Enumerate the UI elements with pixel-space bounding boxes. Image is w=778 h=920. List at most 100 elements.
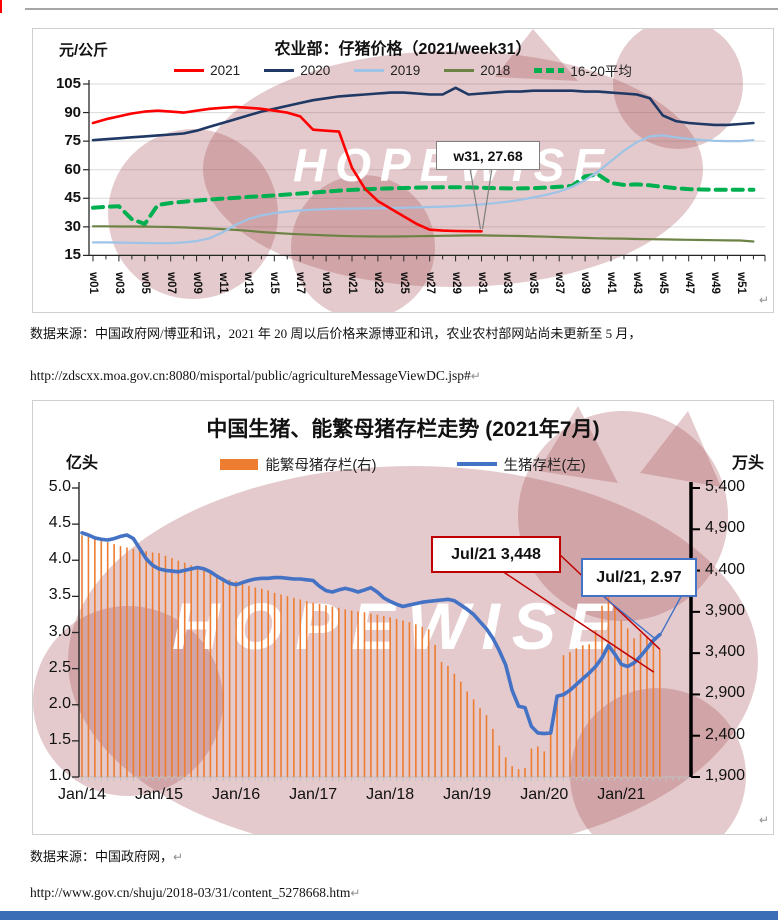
x-tick-label: w07 (164, 272, 177, 294)
window-bottom-bar (0, 911, 778, 920)
source1-url[interactable]: http://zdscxx.moa.gov.cn:8080/misportal/… (30, 368, 471, 383)
x-tick-label: w39 (579, 272, 592, 294)
x-tick-label: Jan/14 (57, 786, 107, 803)
text-cursor-mark (0, 0, 2, 13)
source1-caption: 数据来源：中国政府网/博亚和讯，2021 年 20 周以后价格来源博亚和讯，农业… (30, 326, 642, 341)
left-axis-label: 3.5 (48, 586, 71, 604)
y-tick-label: 105 (55, 75, 81, 92)
paragraph-mark: ↵ (173, 850, 184, 864)
left-axis-label: 4.0 (48, 550, 71, 568)
line-swatch (174, 68, 205, 72)
x-tick-label: w31 (475, 272, 488, 294)
x-tick-label: w45 (656, 272, 669, 294)
y-axis-unit-label: 元/公斤 (59, 42, 109, 59)
x-tick-label: w11 (216, 272, 229, 294)
bar-swatch (220, 458, 259, 470)
x-tick-label: w41 (605, 272, 617, 294)
legend-item-2018: 2018 (444, 63, 510, 78)
line-swatch (444, 68, 475, 72)
x-tick-label: Jan/17 (289, 786, 338, 803)
chart2-legend: 能繁母猪存栏(右) 生猪存栏(左) (33, 454, 773, 474)
x-tick-label: w15 (268, 272, 281, 294)
series-line-2018 (91, 225, 755, 243)
piglet-price-plot: HOPEWISE (83, 29, 766, 312)
x-tick-label: Jan/19 (443, 786, 492, 803)
x-tick-label: w01 (87, 272, 99, 294)
x-tick-label: Jan/16 (212, 786, 261, 803)
legend-label: 2019 (390, 62, 421, 78)
hog-inventory-line (80, 531, 662, 736)
x-tick-label: w23 (371, 272, 384, 294)
x-tick-label: w49 (708, 272, 721, 294)
source2-url-line: http://www.gov.cn/shuju/2018-03/31/conte… (30, 885, 360, 901)
left-axis-label: 4.5 (48, 514, 71, 532)
legend-label: 2018 (480, 62, 511, 78)
legend-item-2019: 2019 (354, 63, 420, 78)
x-tick-label: w43 (630, 272, 643, 294)
right-axis-label: 4,900 (705, 519, 746, 537)
right-axis-label: 4,400 (705, 560, 746, 578)
right-axis-label: 1,900 (705, 767, 746, 784)
right-axis-label: 5,400 (705, 478, 746, 495)
piglet-price-chart: HOPEWISE 元/公斤 农业部：仔猪价格（2021/week31） 2021… (32, 28, 774, 313)
right-axis-unit-label: 万头 (732, 455, 765, 472)
x-tick-label: Jan/15 (135, 786, 184, 803)
blue-annotation-leader (659, 592, 684, 637)
watermark-text: HOPEWISE (172, 589, 624, 663)
dashed-line-swatch (534, 67, 565, 73)
x-tick-label: w21 (346, 272, 358, 294)
left-axis-label: 1.5 (48, 730, 71, 748)
legend-item-能繁母猪存栏(右): 能繁母猪存栏(右) (220, 454, 377, 475)
right-axis-label: 3,400 (705, 643, 746, 661)
legend-item-2020: 2020 (264, 63, 330, 78)
series-line-2021 (91, 105, 483, 233)
legend-label: 2021 (210, 62, 241, 78)
line-swatch (354, 68, 385, 72)
line-swatch (456, 462, 497, 466)
x-tick-label: Jan/21 (597, 786, 646, 803)
x-tick-label: w51 (734, 272, 747, 294)
annotation-w31: w31, 27.68 (436, 141, 540, 170)
source1-url-line: http://zdscxx.moa.gov.cn:8080/misportal/… (30, 368, 481, 384)
source2-url[interactable]: http://www.gov.cn/shuju/2018-03/31/conte… (30, 885, 351, 900)
legend-item-2021: 2021 (174, 63, 240, 78)
red-annotation-leader (498, 568, 655, 673)
legend-item-生猪存栏(左): 生猪存栏(左) (456, 454, 586, 475)
right-axis-label: 3,900 (705, 601, 746, 619)
series-line-2019 (91, 134, 755, 245)
right-axis-label: 2,900 (705, 684, 746, 702)
x-tick-label: w27 (423, 272, 436, 294)
right-axis-label: 2,400 (705, 725, 746, 743)
left-axis-label: 3.0 (48, 622, 71, 640)
source1-text: 数据来源：中国政府网/博亚和讯，2021 年 20 周以后价格来源博亚和讯，农业… (30, 323, 641, 342)
paragraph-mark: ↵ (350, 886, 361, 900)
y-tick-label: 75 (64, 132, 81, 150)
line-swatch (264, 68, 295, 72)
legend-item-16-20平均: 16-20平均 (534, 60, 632, 80)
chart1-legend: 2021 2020 2019 2018 16-20平均 (33, 60, 773, 80)
x-tick-label: w19 (320, 272, 333, 294)
legend-label: 16-20平均 (570, 64, 632, 79)
left-axis-label: 1.0 (48, 767, 71, 784)
annotation-leader (481, 167, 493, 230)
top-rule (25, 8, 778, 10)
annotation-leader (469, 167, 482, 230)
series-line-16-20平均 (91, 172, 756, 226)
x-tick-label: w03 (112, 272, 125, 294)
source2-text: 数据来源：中国政府网，↵ (30, 846, 183, 865)
x-tick-label: Jan/20 (520, 786, 569, 803)
x-tick-label: w17 (294, 272, 307, 294)
series-line-2020 (91, 86, 755, 142)
x-tick-label: w37 (553, 272, 566, 294)
chart1-title: 农业部：仔猪价格（2021/week31） (274, 41, 532, 58)
annotation-hog-jul21: Jul/21, 2.97 (581, 558, 697, 597)
x-tick-label: w25 (397, 272, 410, 294)
y-tick-label: 15 (64, 246, 81, 264)
source2-caption: 数据来源：中国政府网， (30, 849, 174, 864)
left-axis-label: 2.0 (48, 694, 71, 712)
paragraph-mark: ↵ (470, 369, 481, 383)
x-tick-label: w35 (527, 272, 540, 294)
paragraph-mark: ↵ (759, 813, 770, 827)
annotation-sow-jul21: Jul/21 3,448 (431, 536, 561, 573)
